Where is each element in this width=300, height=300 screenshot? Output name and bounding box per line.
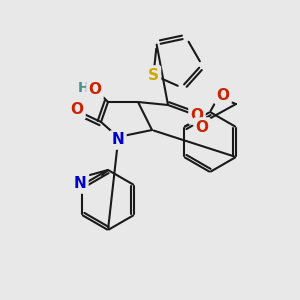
Text: O: O — [196, 119, 208, 134]
Text: O: O — [70, 103, 83, 118]
Text: O: O — [190, 107, 203, 122]
Text: S: S — [148, 68, 159, 82]
Text: N: N — [112, 133, 124, 148]
Text: O: O — [88, 82, 101, 98]
Text: N: N — [74, 176, 86, 191]
Text: O: O — [217, 88, 230, 103]
Text: H: H — [78, 81, 90, 95]
